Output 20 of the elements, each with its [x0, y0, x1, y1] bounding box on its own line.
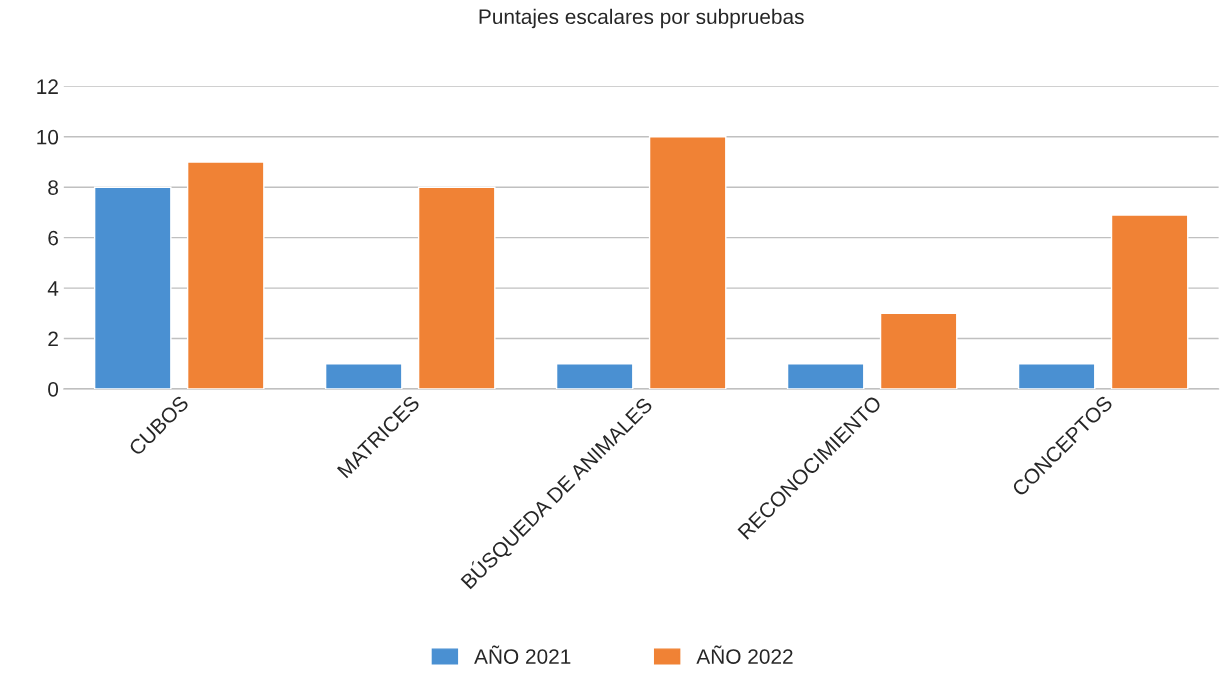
bar [186, 161, 265, 389]
bar [786, 363, 865, 389]
bar [417, 186, 496, 389]
bar [879, 312, 958, 389]
chart-title: Puntajes escalares por subpruebas [479, 8, 804, 29]
y-tick-label: 2 [48, 331, 58, 347]
bar [1017, 363, 1096, 389]
bar [555, 363, 634, 389]
bar [324, 363, 403, 389]
y-tick-label: 12 [37, 79, 58, 94]
y-tick-label: 0 [48, 381, 59, 397]
bar [93, 186, 172, 389]
legend-label: AÑO 2022 [696, 645, 793, 664]
bar [648, 136, 727, 389]
y-tick-label: 8 [48, 180, 58, 195]
y-tick-label: 10 [37, 129, 59, 145]
y-tick-label: 6 [48, 230, 58, 246]
y-tick-label: 4 [47, 281, 59, 296]
legend-label: AÑO 2021 [474, 645, 571, 664]
bar [1110, 214, 1189, 389]
